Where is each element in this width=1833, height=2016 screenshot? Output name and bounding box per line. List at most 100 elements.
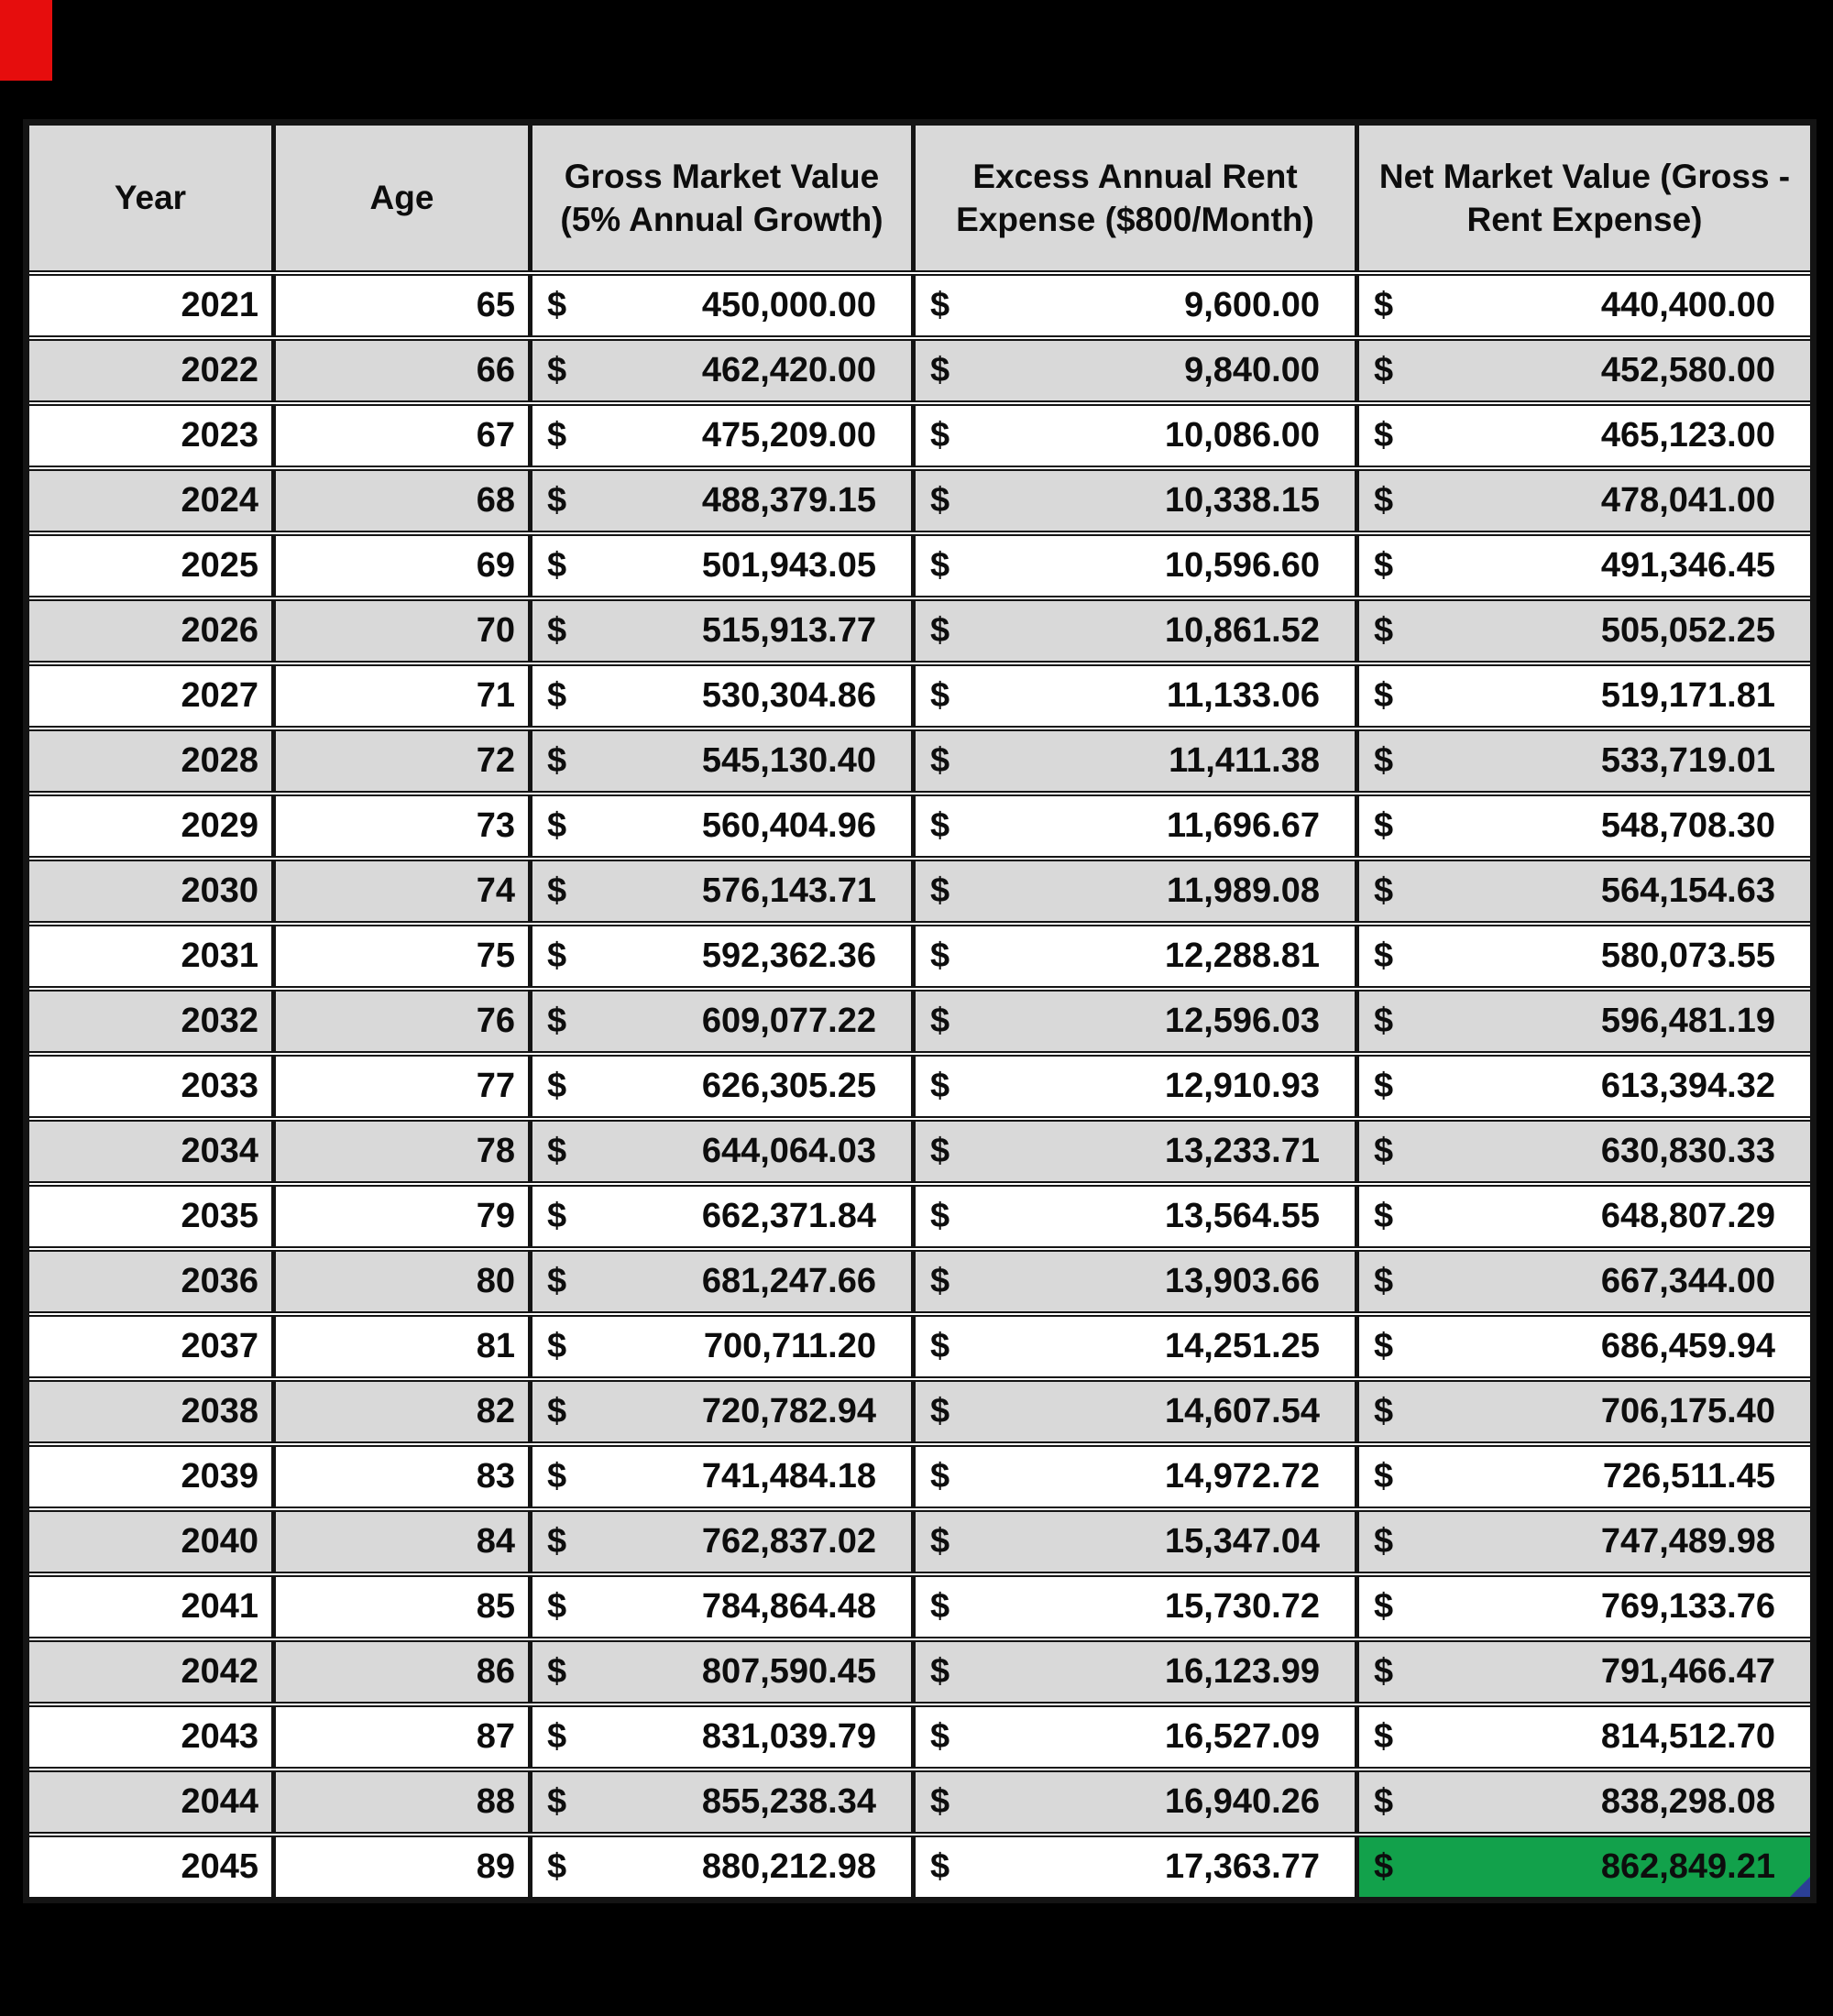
cell-age[interactable]: 80 — [271, 1246, 531, 1314]
cell-rent-expense[interactable]: $11,989.08 — [911, 856, 1357, 924]
cell-net-market-value[interactable]: $533,719.01 — [1355, 726, 1814, 794]
cell-year[interactable]: 2021 — [24, 270, 274, 338]
fill-handle-icon[interactable] — [1790, 1877, 1810, 1897]
cell-rent-expense[interactable]: $14,607.54 — [911, 1376, 1357, 1444]
col-header-year[interactable]: Year — [24, 119, 274, 276]
cell-rent-expense[interactable]: $16,527.09 — [911, 1702, 1357, 1769]
cell-year[interactable]: 2023 — [24, 400, 274, 468]
cell-year[interactable]: 2035 — [24, 1181, 274, 1249]
cell-net-market-value[interactable]: $747,489.98 — [1355, 1507, 1814, 1574]
cell-rent-expense[interactable]: $10,086.00 — [911, 400, 1357, 468]
cell-age[interactable]: 66 — [271, 335, 531, 403]
cell-age[interactable]: 82 — [271, 1376, 531, 1444]
cell-net-market-value[interactable]: $548,708.30 — [1355, 791, 1814, 859]
cell-age[interactable]: 68 — [271, 466, 531, 533]
cell-year[interactable]: 2039 — [24, 1441, 274, 1509]
cell-gross-market-value[interactable]: $644,064.03 — [528, 1116, 914, 1184]
cell-net-market-value[interactable]: $667,344.00 — [1355, 1246, 1814, 1314]
cell-gross-market-value[interactable]: $662,371.84 — [528, 1181, 914, 1249]
cell-year[interactable]: 2036 — [24, 1246, 274, 1314]
cell-net-market-value[interactable]: $838,298.08 — [1355, 1767, 1814, 1835]
cell-year[interactable]: 2044 — [24, 1767, 274, 1835]
cell-age[interactable]: 83 — [271, 1441, 531, 1509]
cell-rent-expense[interactable]: $11,133.06 — [911, 661, 1357, 729]
cell-year[interactable]: 2037 — [24, 1311, 274, 1379]
cell-gross-market-value[interactable]: $462,420.00 — [528, 335, 914, 403]
cell-age[interactable]: 67 — [271, 400, 531, 468]
cell-rent-expense[interactable]: $10,596.60 — [911, 531, 1357, 598]
cell-net-market-value[interactable]: $791,466.47 — [1355, 1637, 1814, 1704]
cell-rent-expense[interactable]: $15,347.04 — [911, 1507, 1357, 1574]
cell-year[interactable]: 2041 — [24, 1572, 274, 1639]
cell-gross-market-value[interactable]: $762,837.02 — [528, 1507, 914, 1574]
cell-gross-market-value[interactable]: $592,362.36 — [528, 921, 914, 989]
cell-age[interactable]: 72 — [271, 726, 531, 794]
cell-age[interactable]: 87 — [271, 1702, 531, 1769]
cell-year[interactable]: 2024 — [24, 466, 274, 533]
cell-rent-expense[interactable]: $10,861.52 — [911, 596, 1357, 663]
cell-year[interactable]: 2026 — [24, 596, 274, 663]
cell-gross-market-value[interactable]: $545,130.40 — [528, 726, 914, 794]
cell-year[interactable]: 2029 — [24, 791, 274, 859]
cell-year[interactable]: 2043 — [24, 1702, 274, 1769]
cell-year[interactable]: 2045 — [24, 1832, 274, 1901]
col-header-gross[interactable]: Gross Market Value (5% Annual Growth) — [528, 119, 914, 276]
cell-gross-market-value[interactable]: $700,711.20 — [528, 1311, 914, 1379]
cell-year[interactable]: 2040 — [24, 1507, 274, 1574]
cell-gross-market-value[interactable]: $681,247.66 — [528, 1246, 914, 1314]
cell-age[interactable]: 71 — [271, 661, 531, 729]
cell-year[interactable]: 2042 — [24, 1637, 274, 1704]
cell-year[interactable]: 2028 — [24, 726, 274, 794]
cell-age[interactable]: 89 — [271, 1832, 531, 1901]
cell-year[interactable]: 2027 — [24, 661, 274, 729]
cell-net-market-value[interactable]: $630,830.33 — [1355, 1116, 1814, 1184]
cell-gross-market-value[interactable]: $515,913.77 — [528, 596, 914, 663]
cell-net-market-value[interactable]: $465,123.00 — [1355, 400, 1814, 468]
cell-net-market-value[interactable]: $613,394.32 — [1355, 1051, 1814, 1119]
cell-gross-market-value[interactable]: $741,484.18 — [528, 1441, 914, 1509]
cell-gross-market-value[interactable]: $501,943.05 — [528, 531, 914, 598]
cell-net-market-value[interactable]: $686,459.94 — [1355, 1311, 1814, 1379]
cell-rent-expense[interactable]: $12,288.81 — [911, 921, 1357, 989]
cell-age[interactable]: 76 — [271, 986, 531, 1054]
cell-age[interactable]: 69 — [271, 531, 531, 598]
cell-age[interactable]: 74 — [271, 856, 531, 924]
col-header-age[interactable]: Age — [271, 119, 531, 276]
cell-gross-market-value[interactable]: $488,379.15 — [528, 466, 914, 533]
cell-gross-market-value[interactable]: $576,143.71 — [528, 856, 914, 924]
cell-age[interactable]: 75 — [271, 921, 531, 989]
cell-age[interactable]: 85 — [271, 1572, 531, 1639]
cell-rent-expense[interactable]: $10,338.15 — [911, 466, 1357, 533]
cell-net-market-value[interactable]: $862,849.21 — [1355, 1832, 1814, 1901]
cell-rent-expense[interactable]: $17,363.77 — [911, 1832, 1357, 1901]
cell-gross-market-value[interactable]: $560,404.96 — [528, 791, 914, 859]
cell-age[interactable]: 88 — [271, 1767, 531, 1835]
cell-net-market-value[interactable]: $648,807.29 — [1355, 1181, 1814, 1249]
cell-year[interactable]: 2034 — [24, 1116, 274, 1184]
cell-net-market-value[interactable]: $440,400.00 — [1355, 270, 1814, 338]
cell-age[interactable]: 70 — [271, 596, 531, 663]
col-header-rent[interactable]: Excess Annual Rent Expense ($800/Month) — [911, 119, 1357, 276]
cell-year[interactable]: 2030 — [24, 856, 274, 924]
cell-year[interactable]: 2022 — [24, 335, 274, 403]
cell-rent-expense[interactable]: $13,233.71 — [911, 1116, 1357, 1184]
cell-rent-expense[interactable]: $16,940.26 — [911, 1767, 1357, 1835]
cell-age[interactable]: 86 — [271, 1637, 531, 1704]
cell-rent-expense[interactable]: $11,696.67 — [911, 791, 1357, 859]
cell-gross-market-value[interactable]: $855,238.34 — [528, 1767, 914, 1835]
cell-rent-expense[interactable]: $14,251.25 — [911, 1311, 1357, 1379]
cell-net-market-value[interactable]: $769,133.76 — [1355, 1572, 1814, 1639]
cell-net-market-value[interactable]: $519,171.81 — [1355, 661, 1814, 729]
cell-net-market-value[interactable]: $452,580.00 — [1355, 335, 1814, 403]
cell-gross-market-value[interactable]: $609,077.22 — [528, 986, 914, 1054]
cell-net-market-value[interactable]: $596,481.19 — [1355, 986, 1814, 1054]
cell-gross-market-value[interactable]: $450,000.00 — [528, 270, 914, 338]
cell-rent-expense[interactable]: $9,600.00 — [911, 270, 1357, 338]
cell-age[interactable]: 81 — [271, 1311, 531, 1379]
cell-rent-expense[interactable]: $13,564.55 — [911, 1181, 1357, 1249]
cell-net-market-value[interactable]: $564,154.63 — [1355, 856, 1814, 924]
cell-gross-market-value[interactable]: $626,305.25 — [528, 1051, 914, 1119]
cell-gross-market-value[interactable]: $807,590.45 — [528, 1637, 914, 1704]
cell-rent-expense[interactable]: $9,840.00 — [911, 335, 1357, 403]
cell-age[interactable]: 78 — [271, 1116, 531, 1184]
